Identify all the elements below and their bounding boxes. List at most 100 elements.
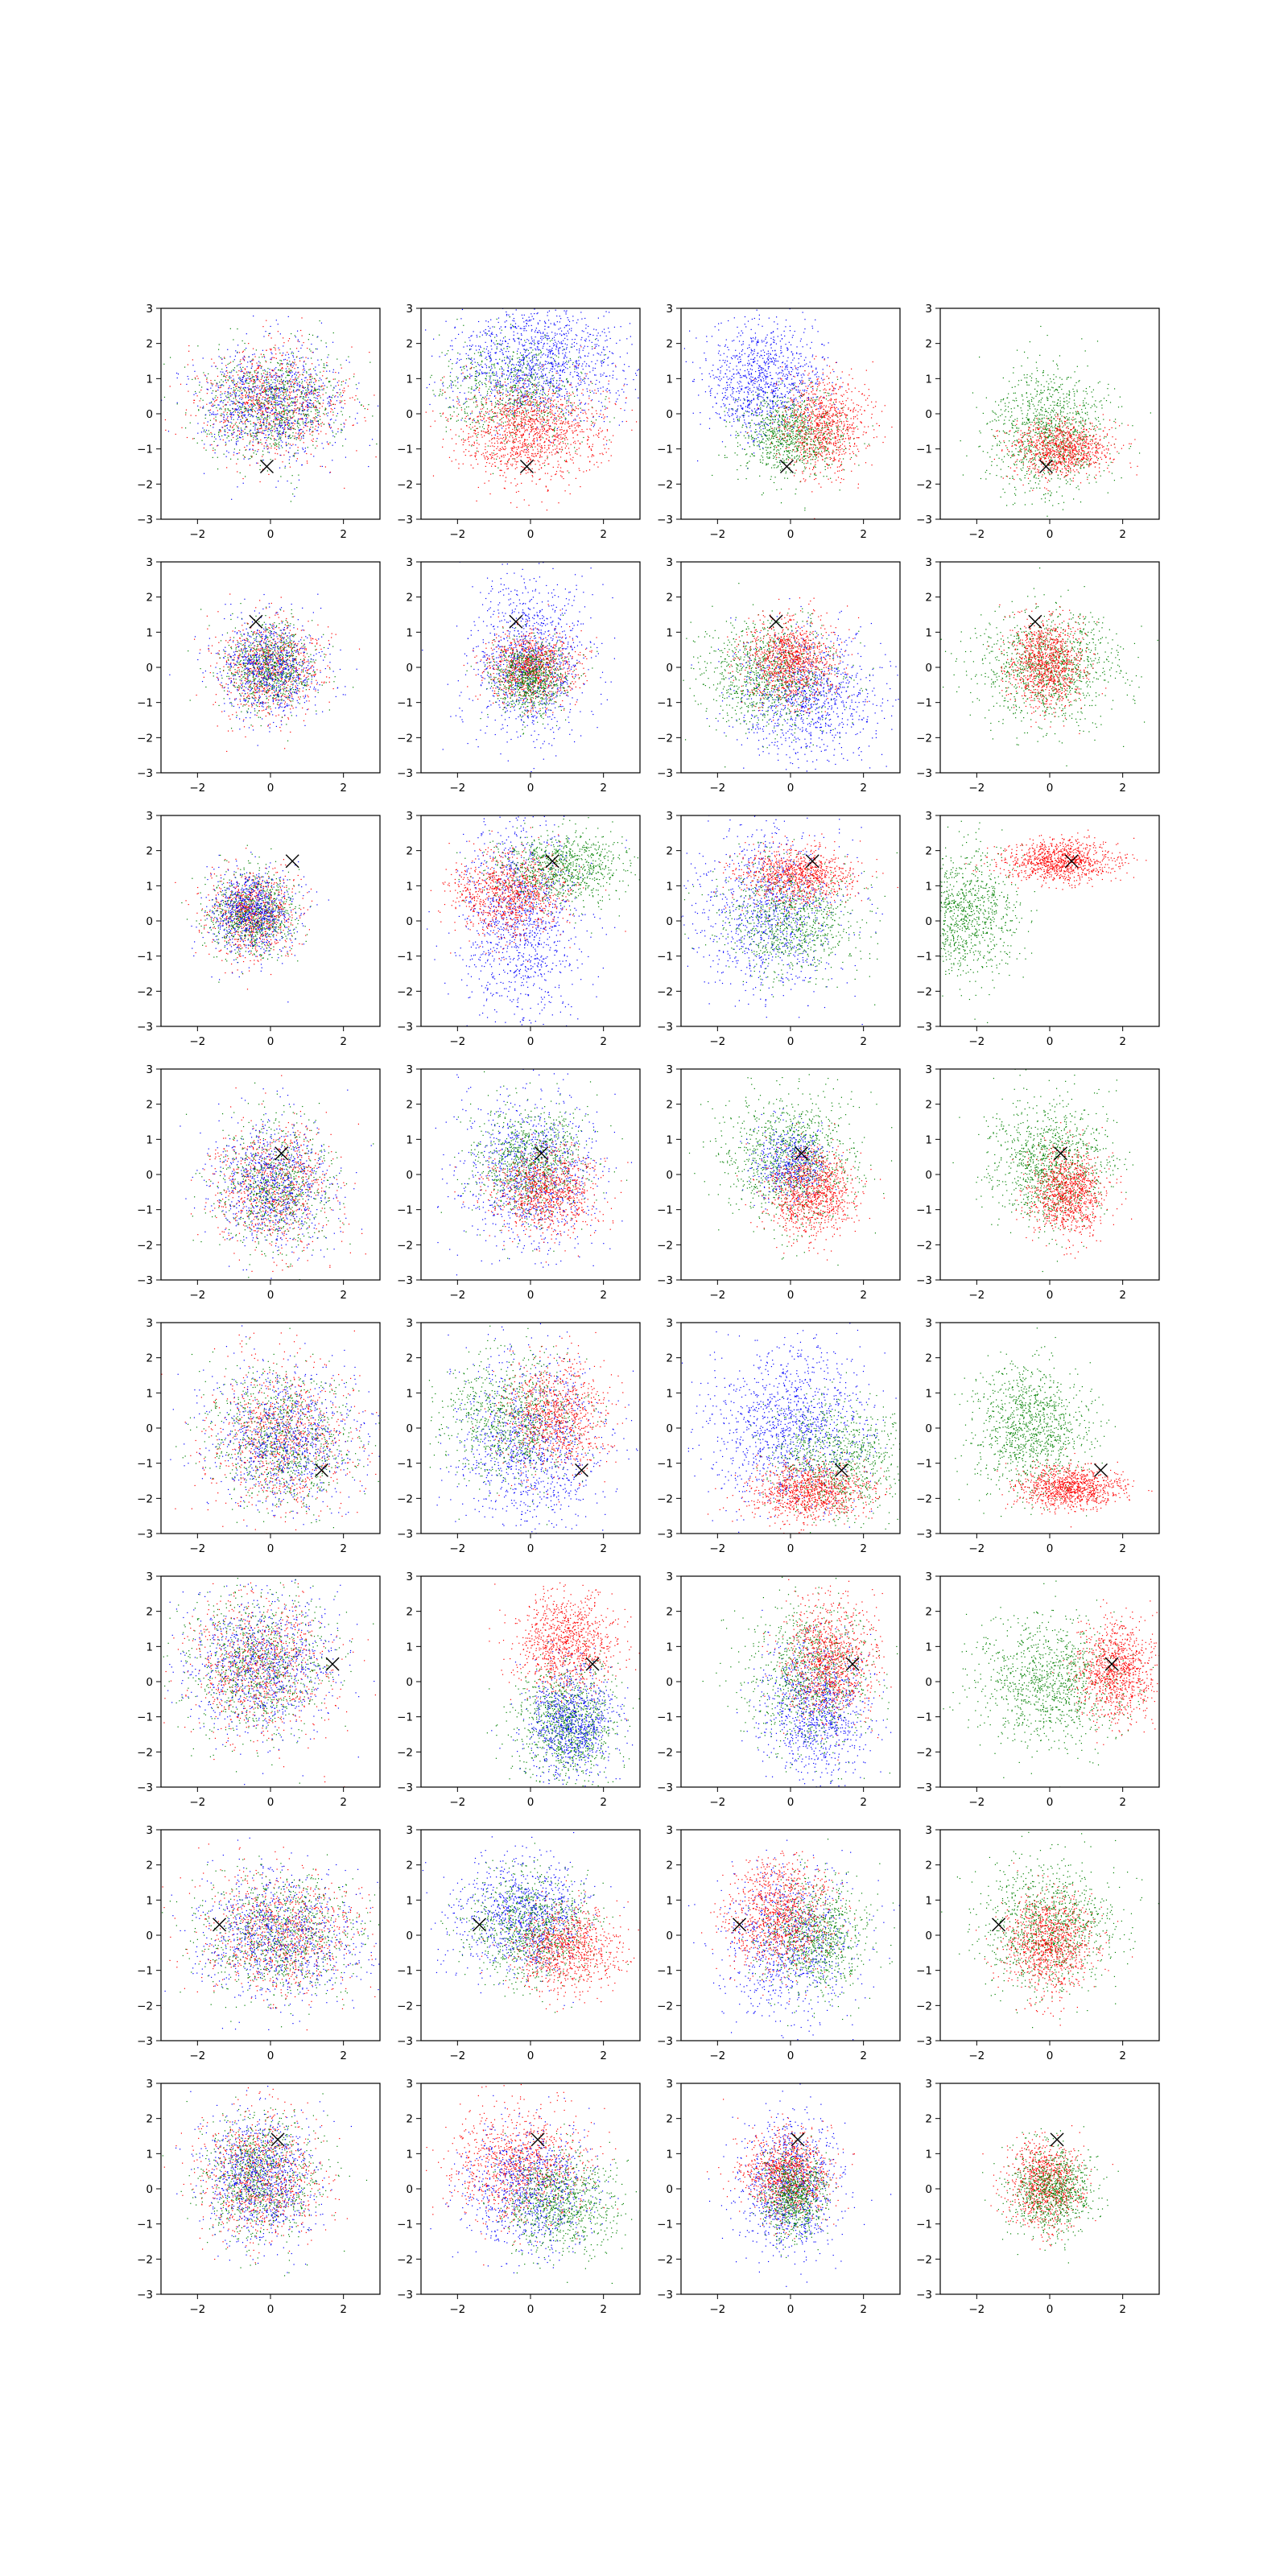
data-point bbox=[266, 444, 267, 445]
data-point bbox=[508, 383, 509, 384]
data-point bbox=[236, 383, 237, 384]
data-point bbox=[494, 367, 495, 368]
data-point bbox=[511, 390, 512, 391]
data-point bbox=[262, 431, 263, 432]
data-point bbox=[279, 360, 280, 361]
data-point bbox=[279, 422, 280, 423]
data-point bbox=[263, 424, 264, 425]
data-point bbox=[535, 402, 536, 403]
data-point bbox=[461, 419, 462, 420]
data-point bbox=[314, 384, 315, 385]
data-point bbox=[334, 436, 335, 437]
data-point bbox=[285, 424, 286, 425]
data-point bbox=[568, 423, 569, 424]
data-point bbox=[268, 379, 269, 380]
data-point bbox=[453, 385, 454, 386]
data-point bbox=[581, 365, 582, 366]
data-point bbox=[521, 450, 522, 451]
data-point bbox=[569, 328, 570, 329]
data-point bbox=[538, 413, 539, 414]
data-point bbox=[584, 361, 585, 362]
data-point bbox=[545, 354, 546, 355]
data-point bbox=[253, 399, 254, 400]
data-point bbox=[270, 439, 271, 440]
data-point bbox=[244, 411, 245, 412]
data-point bbox=[505, 385, 506, 386]
data-point bbox=[251, 404, 252, 405]
data-point bbox=[567, 391, 568, 392]
data-point bbox=[465, 399, 466, 400]
data-point bbox=[210, 410, 211, 411]
data-point bbox=[548, 419, 549, 420]
data-point bbox=[544, 381, 545, 382]
data-point bbox=[493, 437, 494, 438]
data-point bbox=[451, 387, 452, 388]
data-point bbox=[229, 399, 230, 400]
data-point bbox=[278, 389, 279, 390]
data-point bbox=[523, 411, 524, 412]
data-point bbox=[556, 382, 557, 383]
data-point bbox=[504, 411, 505, 412]
data-point bbox=[565, 362, 566, 363]
data-point bbox=[471, 357, 472, 358]
data-point bbox=[545, 323, 546, 324]
data-point bbox=[518, 380, 519, 381]
data-point bbox=[269, 415, 270, 416]
data-point bbox=[519, 375, 520, 376]
data-point bbox=[540, 350, 541, 351]
data-point bbox=[210, 420, 211, 421]
data-point bbox=[555, 363, 556, 364]
data-point bbox=[284, 384, 285, 385]
data-point bbox=[543, 344, 544, 345]
data-point bbox=[447, 420, 448, 421]
data-point bbox=[460, 366, 461, 367]
data-point bbox=[499, 344, 500, 345]
data-point bbox=[554, 420, 555, 421]
data-point bbox=[609, 375, 610, 376]
data-point bbox=[580, 339, 581, 340]
data-point bbox=[519, 412, 520, 413]
data-point bbox=[497, 443, 498, 444]
data-point bbox=[234, 393, 235, 394]
data-point bbox=[242, 395, 243, 396]
data-point bbox=[270, 391, 271, 392]
data-point bbox=[304, 433, 305, 434]
data-point bbox=[527, 430, 528, 431]
data-point bbox=[219, 387, 220, 388]
data-point bbox=[545, 335, 546, 336]
data-point bbox=[559, 333, 560, 334]
data-point bbox=[536, 418, 537, 419]
data-point bbox=[540, 390, 541, 391]
data-point bbox=[311, 391, 312, 392]
data-point bbox=[535, 353, 536, 354]
data-point bbox=[286, 445, 287, 446]
data-point bbox=[468, 398, 469, 399]
data-point bbox=[456, 361, 457, 362]
data-point bbox=[566, 401, 567, 402]
data-point bbox=[450, 376, 451, 377]
data-point bbox=[262, 430, 263, 431]
data-point bbox=[481, 366, 482, 367]
data-point bbox=[491, 439, 492, 440]
data-point bbox=[217, 397, 218, 398]
data-point bbox=[477, 406, 478, 407]
data-point bbox=[541, 336, 542, 337]
data-point bbox=[230, 395, 231, 396]
data-point bbox=[491, 341, 492, 342]
data-point bbox=[561, 343, 562, 344]
data-point bbox=[528, 381, 529, 382]
data-point bbox=[269, 333, 270, 334]
data-point bbox=[256, 454, 257, 455]
data-point bbox=[263, 373, 264, 374]
data-point bbox=[270, 337, 271, 338]
data-point bbox=[293, 415, 294, 416]
data-point bbox=[241, 386, 242, 387]
data-point bbox=[533, 319, 534, 320]
data-point bbox=[309, 334, 310, 335]
data-point bbox=[527, 410, 528, 411]
data-point bbox=[580, 408, 581, 409]
data-point bbox=[505, 363, 506, 364]
data-point bbox=[554, 360, 555, 361]
data-point bbox=[487, 456, 488, 457]
data-point bbox=[220, 394, 221, 395]
